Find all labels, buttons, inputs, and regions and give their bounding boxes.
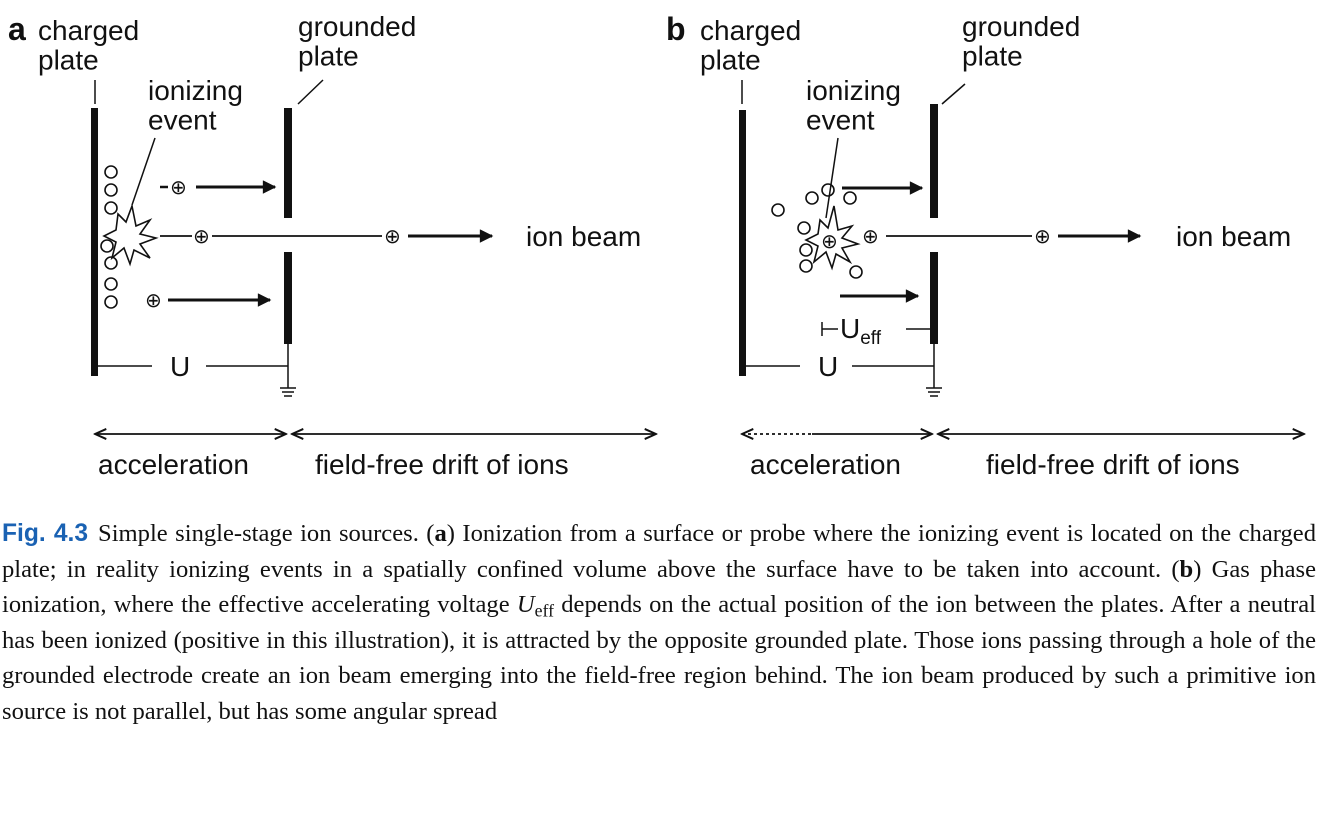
panel-a-grounded-plate-label: grounded plate	[298, 11, 416, 71]
panel-b-letter: b	[666, 11, 686, 47]
label-line: charged	[700, 15, 801, 46]
caption-variable-subscript: eff	[534, 600, 554, 621]
label-line: plate	[38, 44, 99, 75]
panel-a-ion-beam-label: ion beam	[526, 221, 641, 252]
figure-label: Fig. 4.3	[2, 520, 89, 547]
panel-a-voltage-label: U	[170, 351, 190, 382]
panel-b-grounded-leader	[941, 83, 966, 105]
label-line: plate	[962, 40, 1023, 71]
ion-source-figure: a charged plate grounded plate ionizing eve…	[8, 11, 1324, 480]
caption-text-3: ) Gas phase ionization, where the effect…	[2, 555, 1317, 619]
panel-a-ion-top: ⊕	[170, 177, 187, 199]
panel-b: b charged plate grounded plate ionizing eve…	[666, 11, 1304, 480]
label-line: grounded	[298, 11, 416, 42]
panel-b-drift-label: field-free drift of ions	[986, 449, 1240, 480]
panel-b-voltage-label: U	[818, 351, 838, 382]
panel-a-ground-symbol	[280, 387, 296, 397]
panel-b-grounded-plate-top	[930, 104, 938, 218]
label-line: plate	[298, 40, 359, 71]
figure-caption: Fig. 4.3 Simple single-stage ion sources.…	[2, 516, 1316, 729]
panel-a-grounded-plate-top	[284, 108, 292, 218]
panel-a-drift-label: field-free drift of ions	[315, 449, 569, 480]
panel-b-ion-beam-label: ion beam	[1176, 221, 1291, 252]
panel-b-ueff-subscript: eff	[860, 328, 882, 349]
caption-panel-a-ref: a	[434, 520, 447, 547]
label-line: event	[806, 104, 875, 135]
panel-a-ionizing-event-label: ionizing event	[148, 75, 243, 135]
panel-a-ion-middle: ⊕	[193, 226, 210, 248]
panel-b-neutral-molecules	[771, 183, 863, 279]
panel-b-acceleration-label: acceleration	[750, 449, 901, 480]
label-line: ionizing	[806, 75, 901, 106]
panel-a-ionizing-event-burst	[102, 203, 159, 267]
caption-variable: U	[516, 591, 535, 618]
label-line: plate	[700, 44, 761, 75]
panel-b-ionizing-event-label: ionizing event	[806, 75, 901, 135]
caption-text-4: depends on the actual position of the io…	[2, 591, 1316, 725]
panel-b-charged-plate	[739, 110, 746, 376]
panel-a-ion-bottom: ⊕	[145, 290, 162, 312]
panel-a-neutral-molecules	[100, 165, 118, 309]
panel-b-grounded-plate-bottom	[930, 252, 938, 344]
panel-a-acceleration-label: acceleration	[98, 449, 249, 480]
panel-b-charged-plate-label: charged plate	[700, 15, 801, 75]
panel-b-ion-at-event: ⊕	[821, 231, 838, 253]
panel-b-ground-symbol	[926, 387, 942, 397]
caption-text-2: ) Ionization from a surface or probe whe…	[2, 520, 1316, 583]
panel-b-event-leader	[825, 137, 839, 219]
panel-a-event-leader	[131, 137, 156, 206]
caption-panel-b-ref: b	[1179, 555, 1194, 583]
panel-a-letter: a	[8, 11, 26, 47]
caption-text-1: Simple single-stage ion sources. (	[98, 520, 435, 547]
panel-b-ion-middle: ⊕	[862, 226, 879, 248]
label-line: grounded	[962, 11, 1080, 42]
panel-a-charged-plate-label: charged plate	[38, 15, 139, 75]
label-line: ionizing	[148, 75, 243, 106]
panel-a-grounded-plate-bottom	[284, 252, 292, 344]
panel-b-ueff-symbol: U	[840, 313, 860, 344]
panel-b-grounded-plate-label: grounded plate	[962, 11, 1080, 71]
panel-a: a charged plate grounded plate ionizing eve…	[8, 11, 656, 480]
panel-a-charged-plate	[91, 108, 98, 376]
label-line: event	[148, 104, 217, 135]
panel-a-grounded-leader	[297, 79, 324, 105]
panel-b-ionizing-event-burst	[804, 205, 861, 271]
panel-a-ion-beam: ⊕	[384, 226, 401, 248]
panel-b-ion-beam: ⊕	[1034, 226, 1051, 248]
label-line: charged	[38, 15, 139, 46]
panel-b-ueff-label: Ueff	[840, 313, 882, 349]
